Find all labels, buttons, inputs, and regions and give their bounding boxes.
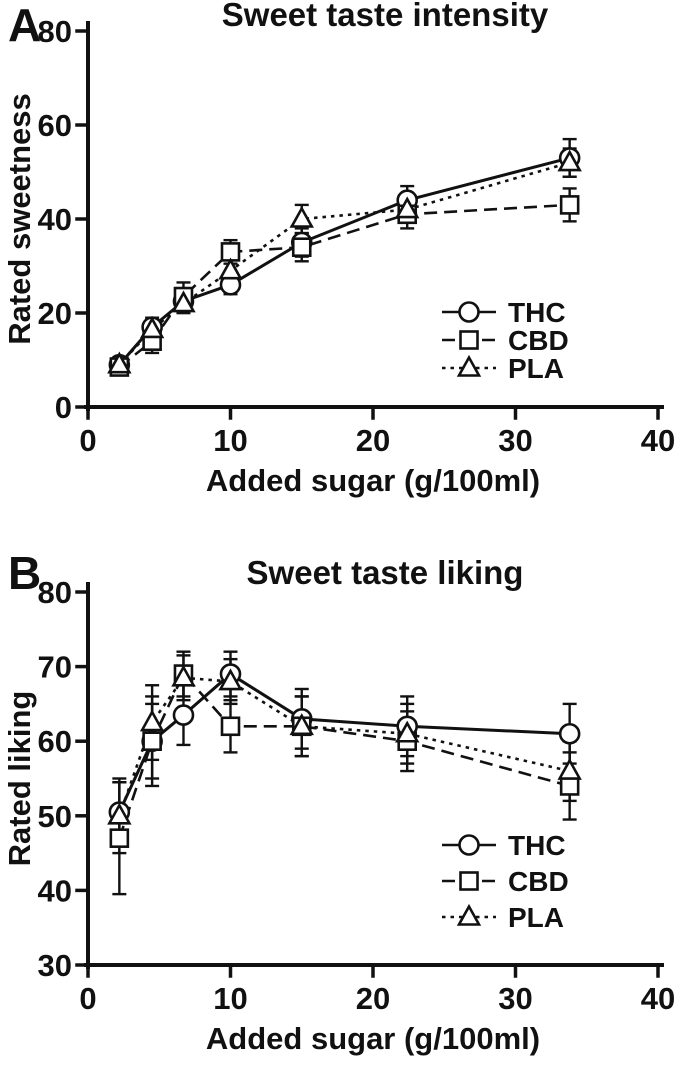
- axes: [75, 21, 664, 420]
- y-tick-label: 70: [38, 650, 72, 685]
- legend-label: THC: [508, 297, 566, 328]
- x-tick-label: 40: [641, 423, 675, 458]
- panel-b-label: B: [8, 547, 42, 599]
- series-markers-THC: [108, 663, 581, 823]
- x-tick-label: 40: [641, 981, 675, 1016]
- x-axis-label: Added sugar (g/100ml): [206, 1021, 540, 1056]
- legend-item-CBD: CBD: [442, 866, 569, 897]
- x-tick-label: 20: [356, 423, 390, 458]
- series-line-PLA: [118, 161, 571, 366]
- legend-item-THC: THC: [442, 830, 566, 861]
- legend-item-THC: THC: [442, 297, 566, 328]
- legend-label: PLA: [508, 353, 564, 384]
- y-tick-label: 80: [38, 14, 72, 49]
- legend-label: THC: [508, 830, 566, 861]
- y-tick-label: 60: [38, 108, 72, 143]
- chart-title: Sweet taste intensity: [222, 0, 549, 33]
- x-tick-label: 30: [498, 981, 532, 1016]
- y-tick-label: 60: [38, 724, 72, 759]
- legend-marker-triangle-icon: [456, 354, 482, 377]
- x-tick-label: 0: [79, 981, 96, 1016]
- legend-label: CBD: [508, 866, 569, 897]
- axes: [75, 582, 664, 978]
- panel-a-label: A: [8, 0, 42, 51]
- y-tick-label: 50: [38, 799, 72, 834]
- x-axis-label: Added sugar (g/100ml): [206, 463, 540, 498]
- y-tick-label: 20: [38, 296, 72, 331]
- y-tick-label: 40: [38, 202, 72, 237]
- legend-label: PLA: [508, 902, 564, 933]
- series-line-THC: [117, 672, 570, 813]
- x-tick-label: 10: [213, 981, 247, 1016]
- legend-item-CBD: CBD: [442, 325, 569, 356]
- series-line-PLA: [118, 676, 570, 817]
- y-tick-label: 80: [38, 575, 72, 610]
- x-tick-label: 10: [213, 423, 247, 458]
- errorbars-CBD: [112, 187, 577, 376]
- legend-label: CBD: [508, 325, 569, 356]
- legend-marker-square-icon: [459, 330, 479, 350]
- x-tick-label: 20: [356, 981, 390, 1016]
- panel-b: B Sweet taste liking 0 10 20 30 40 30 40 50 60 70 8…: [0, 512, 680, 1066]
- y-tick-label: 30: [38, 948, 72, 983]
- legend-marker-circle-icon: [458, 834, 480, 856]
- legend-item-PLA: PLA: [442, 353, 564, 384]
- panel-b-chart: Sweet taste liking 0 10 20 30 40 30 40 50 60 70 80 A…: [2, 554, 675, 1056]
- y-tick-label: 40: [38, 873, 72, 908]
- series-line-THC: [118, 156, 571, 366]
- legend: THC CBD PLA: [442, 830, 569, 933]
- legend-marker-circle-icon: [458, 301, 480, 323]
- legend-marker-square-icon: [459, 871, 479, 891]
- y-axis-label: Rated liking: [2, 691, 37, 867]
- errorbars-CBD: [112, 650, 577, 896]
- y-axis-label: Rated sweetness: [2, 93, 37, 345]
- chart-title: Sweet taste liking: [247, 554, 524, 591]
- x-tick-label: 30: [498, 423, 532, 458]
- y-tick-label: 0: [55, 390, 72, 425]
- legend-item-PLA: PLA: [442, 902, 564, 933]
- series-markers-PLA: [107, 664, 582, 825]
- panel-a: A Sweet taste intensity 0 10 20 30 40 0 20 40 60 8…: [0, 0, 680, 512]
- series-markers-PLA: [107, 149, 582, 374]
- series-line-CBD: [118, 672, 570, 839]
- x-tick-label: 0: [79, 423, 96, 458]
- series-line-CBD: [118, 203, 570, 369]
- legend-marker-triangle-icon: [456, 903, 482, 926]
